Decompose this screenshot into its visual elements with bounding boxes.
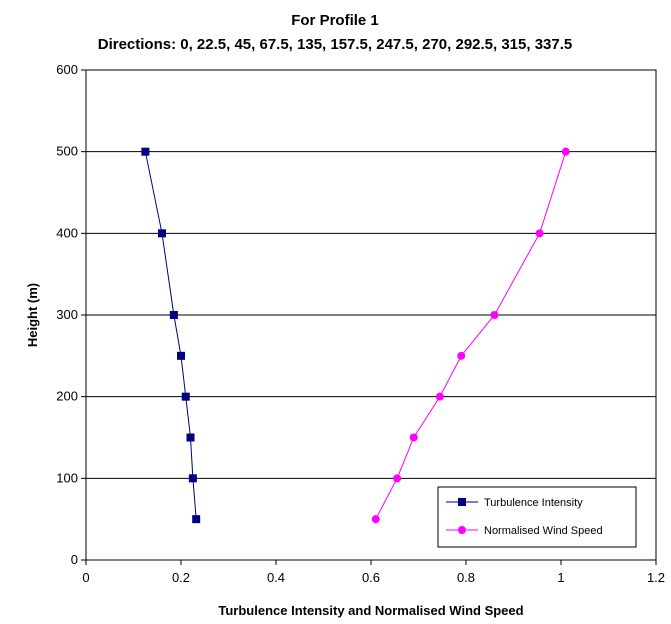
legend-label: Turbulence Intensity: [484, 497, 583, 509]
x-tick-label: 1.2: [647, 570, 665, 585]
data-point: [490, 311, 499, 319]
y-tick-label: 200: [56, 389, 78, 404]
data-point: [141, 147, 150, 156]
data-point: [409, 433, 418, 442]
y-tick-label: 100: [56, 470, 78, 485]
x-axis-label: Turbulence Intensity and Normalised Wind…: [218, 603, 523, 618]
legend: Turbulence Intensity Normalised Wind Spee…: [437, 486, 637, 548]
data-point: [169, 311, 178, 319]
chart-subtitle: Directions: 0, 22.5, 45, 67.5, 135, 157.…: [98, 36, 573, 53]
x-tick-label: 0.8: [457, 570, 475, 585]
series-line: [375, 151, 567, 520]
y-tick-label: 600: [56, 62, 78, 77]
data-point: [435, 392, 444, 401]
chart-title: For Profile 1: [291, 12, 379, 29]
data-point: [186, 433, 195, 442]
legend-marker: [458, 498, 466, 506]
series-layer: [141, 147, 570, 524]
gridlines: [86, 151, 656, 479]
data-point: [457, 351, 466, 360]
data-point: [561, 147, 570, 156]
legend-box: [437, 486, 637, 548]
x-tick-label: 0.4: [267, 570, 285, 585]
x-tick-label: 0.2: [172, 570, 190, 585]
x-tick-label: 0: [82, 570, 89, 585]
y-axis-label: Height (m): [25, 283, 40, 347]
data-point: [158, 229, 166, 238]
series-line: [144, 151, 197, 520]
legend-marker: [458, 526, 466, 534]
data-point: [393, 474, 402, 483]
data-point: [177, 351, 185, 360]
data-point: [192, 515, 201, 524]
y-tick-label: 500: [56, 144, 78, 159]
data-point: [371, 515, 380, 524]
x-tick-label: 1: [557, 570, 564, 585]
y-tick-label: 0: [71, 552, 78, 567]
legend-label: Normalised Wind Speed: [484, 525, 603, 537]
y-tick-label: 300: [56, 307, 78, 322]
data-point: [535, 229, 544, 238]
data-point: [181, 392, 190, 401]
series-normalised-wind-speed: [371, 147, 570, 524]
axis-ticks: 0 100 200 300 400 500 600 0 0.2 0.4 0.6 0.8 1 1.2: [56, 62, 665, 585]
data-point: [188, 474, 197, 483]
series-turbulence-intensity: [141, 147, 201, 524]
y-tick-label: 400: [56, 225, 78, 240]
x-tick-label: 0.6: [362, 570, 380, 585]
